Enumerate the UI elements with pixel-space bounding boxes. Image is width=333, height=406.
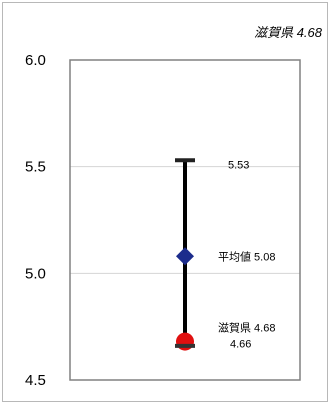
y-axis-ticks: 6.0 5.5 5.0 4.5: [25, 52, 46, 389]
max-label: 5.53: [228, 159, 249, 171]
min-label: 4.66: [230, 339, 251, 351]
y-tick-label: 4.5: [25, 372, 46, 389]
mean-marker: [176, 247, 194, 266]
y-tick-label: 6.0: [25, 52, 46, 69]
highlight-label: 滋賀県 4.68: [218, 322, 275, 335]
y-tick-label: 5.5: [25, 159, 46, 176]
chart-title: 滋賀県 4.68: [254, 25, 323, 40]
mean-label: 平均値 5.08: [218, 250, 275, 263]
plot-area: [69, 59, 301, 381]
y-tick-label: 5.0: [25, 265, 46, 282]
chart-frame: [2, 2, 328, 402]
chart-marks: 5.53 平均値 5.08 滋賀県 4.68 4.66: [175, 158, 275, 351]
highlight-point: [176, 332, 194, 351]
